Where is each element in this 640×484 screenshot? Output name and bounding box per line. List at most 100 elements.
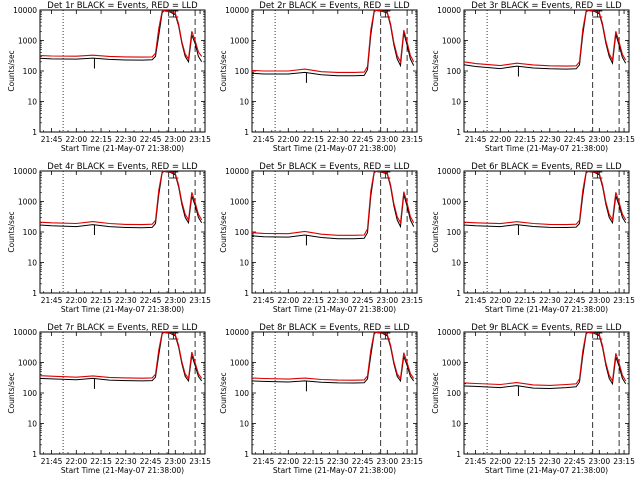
- x-tick-label: 22:30: [115, 135, 137, 144]
- panel-det-3: Det 3r BLACK = Events, RED = LLD 1 10 100 10…: [431, 1, 635, 153]
- panel-title: Det 3r BLACK = Events, RED = LLD: [471, 1, 622, 11]
- y-tick-label: 100: [23, 67, 38, 76]
- y-tick-label: 1: [32, 289, 37, 298]
- x-tick-label: 22:45: [352, 457, 374, 466]
- y-tick-label: 1: [244, 450, 249, 459]
- series-lld-line: [251, 331, 415, 381]
- x-axis-label: Start Time (21-May-07 21:38:00): [273, 466, 396, 475]
- y-tick-label: 10000: [225, 328, 249, 337]
- x-tick-label: 22:15: [90, 296, 112, 305]
- y-tick-label: 1: [456, 450, 461, 459]
- x-axis-label: Start Time (21-May-07 21:38:00): [61, 144, 184, 153]
- y-tick-label: 100: [235, 228, 250, 237]
- y-tick-label: 10: [239, 259, 249, 268]
- y-tick-label: 1000: [442, 359, 461, 368]
- plot-frame: [463, 170, 630, 294]
- x-tick-label: 23:00: [588, 457, 610, 466]
- x-tick-label: 21:45: [253, 135, 275, 144]
- y-tick-label: 1000: [18, 359, 37, 368]
- y-tick-label: 10: [239, 98, 249, 107]
- x-axis-label: Start Time (21-May-07 21:38:00): [485, 305, 608, 314]
- x-tick-label: 21:45: [41, 457, 63, 466]
- x-tick-label: 23:00: [588, 135, 610, 144]
- panel-title: Det 1r BLACK = Events, RED = LLD: [47, 1, 198, 11]
- x-tick-label: 22:15: [514, 296, 536, 305]
- x-tick-label: 21:45: [253, 457, 275, 466]
- y-tick-label: 1: [244, 289, 249, 298]
- x-tick-label: 22:30: [539, 296, 561, 305]
- panel-det-1: Det 1r BLACK = Events, RED = LLD 1 10 100 10…: [7, 1, 211, 153]
- x-tick-label: 22:45: [352, 296, 374, 305]
- panel-det-9: Det 9r BLACK = Events, RED = LLD 1 10 100 10…: [431, 323, 635, 475]
- x-tick-label: 21:45: [253, 296, 275, 305]
- y-axis-label: Counts/sec: [7, 211, 16, 252]
- series-lld-line: [463, 170, 627, 226]
- x-tick-label: 22:00: [489, 296, 511, 305]
- series-lld-line: [39, 331, 203, 380]
- x-tick-label: 23:15: [401, 135, 423, 144]
- x-tick-label: 23:15: [613, 457, 635, 466]
- panel-det-2: Det 2r BLACK = Events, RED = LLD 1 10 100 10…: [219, 1, 423, 153]
- x-tick-label: 22:15: [302, 296, 324, 305]
- y-tick-label: 10000: [13, 6, 37, 15]
- y-tick-label: 1000: [230, 198, 249, 207]
- x-tick-label: 22:15: [90, 135, 112, 144]
- y-tick-label: 10000: [13, 328, 37, 337]
- y-tick-label: 10: [239, 420, 249, 429]
- panel-title: Det 4r BLACK = Events, RED = LLD: [47, 162, 198, 172]
- panel-title: Det 2r BLACK = Events, RED = LLD: [259, 1, 410, 11]
- x-tick-label: 22:45: [140, 296, 162, 305]
- plot-frame: [251, 170, 418, 294]
- y-tick-label: 10: [27, 98, 37, 107]
- plot-frame: [39, 331, 206, 455]
- x-tick-label: 23:15: [189, 296, 211, 305]
- y-tick-label: 10: [27, 259, 37, 268]
- plot-frame: [39, 170, 206, 294]
- y-tick-label: 1000: [18, 198, 37, 207]
- x-tick-label: 22:15: [302, 457, 324, 466]
- y-tick-label: 1: [32, 450, 37, 459]
- panel-det-4: Det 4r BLACK = Events, RED = LLD 1 10 100 10…: [7, 162, 211, 314]
- series-lld-line: [463, 331, 627, 386]
- x-tick-label: 23:00: [588, 296, 610, 305]
- plot-frame: [463, 331, 630, 455]
- x-tick-label: 22:30: [327, 296, 349, 305]
- panel-det-7: Det 7r BLACK = Events, RED = LLD 1 10 100 10…: [7, 323, 211, 475]
- x-tick-label: 23:00: [164, 457, 186, 466]
- panel-title: Det 6r BLACK = Events, RED = LLD: [471, 162, 622, 172]
- x-axis-label: Start Time (21-May-07 21:38:00): [61, 466, 184, 475]
- y-axis-label: Counts/sec: [219, 50, 228, 91]
- y-tick-label: 1: [244, 128, 249, 137]
- y-tick-label: 10000: [437, 328, 461, 337]
- x-tick-label: 23:15: [189, 135, 211, 144]
- y-tick-label: 100: [235, 389, 250, 398]
- y-axis-label: Counts/sec: [7, 372, 16, 413]
- panel-title: Det 8r BLACK = Events, RED = LLD: [259, 323, 410, 333]
- x-tick-label: 23:00: [376, 457, 398, 466]
- y-tick-label: 100: [23, 228, 38, 237]
- x-tick-label: 23:15: [613, 296, 635, 305]
- x-tick-label: 23:15: [189, 457, 211, 466]
- y-tick-label: 1: [456, 289, 461, 298]
- x-tick-label: 22:00: [277, 296, 299, 305]
- x-tick-label: 22:45: [140, 457, 162, 466]
- x-tick-label: 23:15: [401, 457, 423, 466]
- x-axis-label: Start Time (21-May-07 21:38:00): [273, 144, 396, 153]
- x-tick-label: 23:00: [164, 135, 186, 144]
- y-tick-label: 10000: [437, 167, 461, 176]
- x-tick-label: 22:30: [327, 457, 349, 466]
- y-tick-label: 1000: [18, 37, 37, 46]
- series-lld-line: [39, 170, 203, 226]
- x-tick-label: 23:00: [376, 135, 398, 144]
- x-tick-label: 22:00: [277, 457, 299, 466]
- x-axis-label: Start Time (21-May-07 21:38:00): [485, 144, 608, 153]
- x-tick-label: 21:45: [465, 296, 487, 305]
- panel-det-6: Det 6r BLACK = Events, RED = LLD 1 10 100 10…: [431, 162, 635, 314]
- x-tick-label: 22:30: [327, 135, 349, 144]
- x-tick-label: 22:15: [90, 457, 112, 466]
- plot-frame: [463, 9, 630, 133]
- x-tick-label: 22:15: [514, 457, 536, 466]
- x-tick-label: 22:15: [302, 135, 324, 144]
